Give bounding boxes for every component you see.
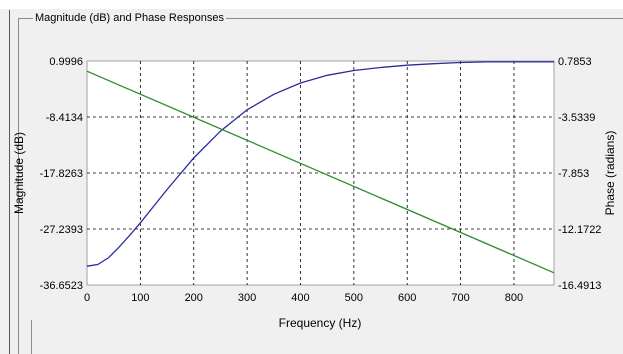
y2-tick-label: -3.5339 — [558, 112, 595, 124]
grid — [87, 61, 554, 285]
x-axis-title: Frequency (Hz) — [279, 316, 362, 330]
plot-area — [86, 60, 555, 286]
x-tick-label: 300 — [238, 292, 256, 304]
y-axis-title: Magnitude (dB) — [12, 132, 26, 214]
series-lines — [86, 61, 555, 274]
x-tick-label: 200 — [185, 292, 203, 304]
y2-tick-label: -12.1722 — [558, 224, 601, 236]
y-tick-labels: 0.9996 -8.4134 -17.8263 -27.2393 -36.6523 — [40, 56, 83, 292]
y2-axis-title: Phase (radians) — [603, 131, 617, 216]
y-tick-label: -27.2393 — [40, 224, 83, 236]
x-tick-label: 500 — [345, 292, 363, 304]
y-tick-label: -36.6523 — [40, 280, 83, 292]
top-strip — [0, 0, 623, 9]
x-tick-label: 400 — [291, 292, 309, 304]
y2-tick-label: 0.7853 — [558, 56, 592, 68]
y2-tick-labels: 0.7853 -3.5339 -7.853 -12.1722 -16.4913 — [558, 56, 601, 292]
inner-border-rule — [31, 320, 32, 354]
x-tick-label: 700 — [451, 292, 469, 304]
group-box — [18, 18, 623, 354]
x-tick-label: 600 — [398, 292, 416, 304]
x-tick-label: 0 — [84, 292, 90, 304]
y2-tick-label: -7.853 — [558, 168, 589, 180]
panel-title: Magnitude (dB) and Phase Responses — [33, 11, 226, 25]
y-tick-label: -17.8263 — [40, 168, 83, 180]
y-tick-label: 0.9996 — [49, 56, 83, 68]
x-tick-label: 100 — [131, 292, 149, 304]
y-tick-label: -8.4134 — [46, 112, 83, 124]
left-border-rule — [9, 10, 10, 354]
phase-series-line — [86, 70, 555, 274]
x-tick-label: 800 — [505, 292, 523, 304]
magnitude-series-line — [86, 61, 554, 267]
y2-tick-label: -16.4913 — [558, 280, 601, 292]
x-tick-labels: 0 100 200 300 400 500 600 700 800 — [84, 292, 523, 304]
